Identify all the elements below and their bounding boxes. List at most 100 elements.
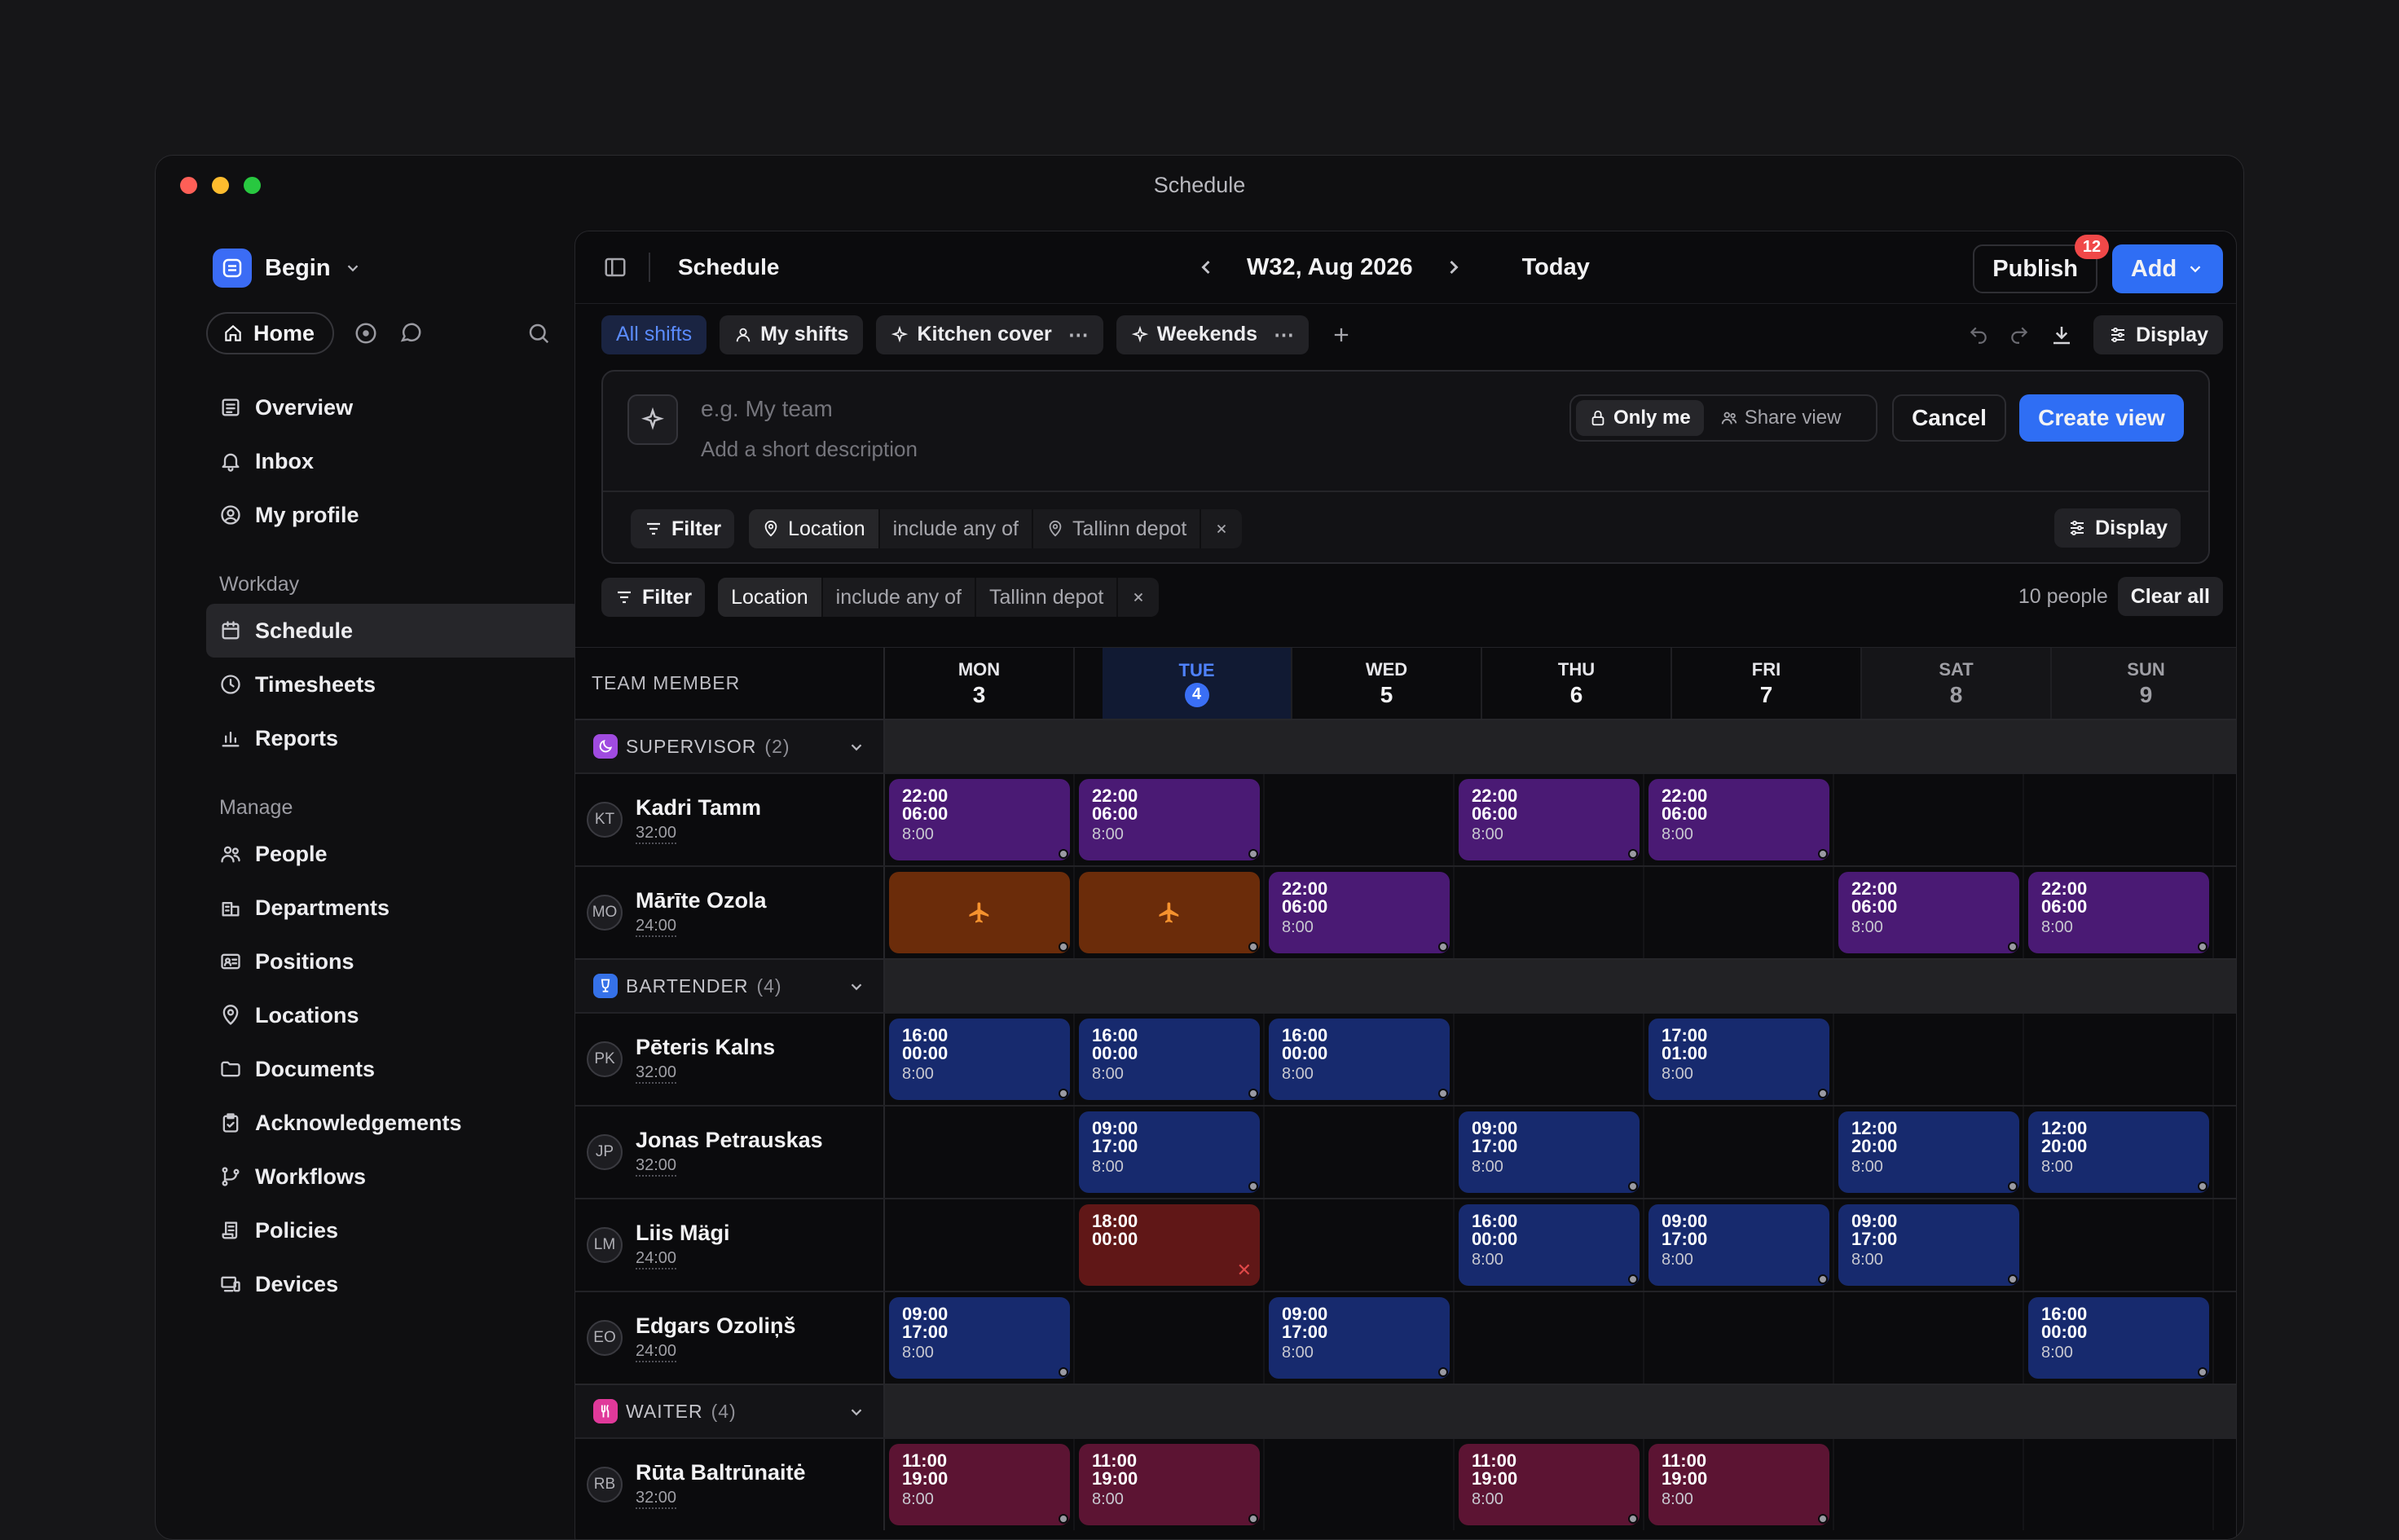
shift-block[interactable]: 22:00 06:00 8:00	[1459, 779, 1640, 860]
shift-cell[interactable]: 16:00 00:00 8:00	[1265, 1014, 1455, 1105]
shift-block[interactable]: 09:00 17:00 8:00	[1079, 1111, 1260, 1193]
shift-cell[interactable]: 22:00 06:00 8:00	[1075, 774, 1265, 865]
undo-icon[interactable]	[1968, 324, 1989, 345]
shift-cell[interactable]	[1265, 1439, 1455, 1530]
active-filter-field[interactable]: Location	[718, 578, 823, 617]
sidebar-item-policies[interactable]: Policies	[206, 1203, 581, 1257]
resize-handle[interactable]	[1438, 1367, 1448, 1377]
sidebar-item-locations[interactable]: Locations	[206, 988, 581, 1042]
active-filter-operator[interactable]: include any of	[823, 578, 976, 617]
shift-cell[interactable]: 16:00 00:00 8:00	[2024, 1292, 2214, 1384]
shift-cell[interactable]	[1075, 867, 1265, 958]
view-display-button[interactable]: Display	[2054, 508, 2181, 548]
week-label[interactable]: W32, Aug 2026	[1247, 253, 1413, 280]
resize-handle[interactable]	[1248, 849, 1258, 859]
filter-field[interactable]: Location	[749, 509, 880, 548]
shift-block[interactable]: 16:00 00:00 8:00	[1269, 1019, 1450, 1100]
view-filter-button[interactable]: Filter	[631, 509, 735, 548]
resize-handle[interactable]	[1438, 1089, 1448, 1098]
filter-value[interactable]: Tallinn depot	[1033, 509, 1202, 548]
resize-handle[interactable]	[1059, 849, 1068, 859]
shift-cell[interactable]: 22:00 06:00 8:00	[1265, 867, 1455, 958]
add-view-button[interactable]	[1325, 319, 1358, 351]
shift-cell[interactable]	[885, 1199, 1075, 1291]
sidebar-item-timesheets[interactable]: Timesheets	[206, 658, 581, 711]
shift-block[interactable]: 12:00 20:00 8:00	[1838, 1111, 2019, 1193]
resize-handle[interactable]	[2008, 942, 2018, 952]
resize-handle[interactable]	[1628, 1181, 1638, 1191]
shift-cell[interactable]: 16:00 00:00 8:00	[885, 1014, 1075, 1105]
shift-cell[interactable]: 16:00 00:00 8:00	[1455, 1199, 1644, 1291]
shift-block[interactable]: 22:00 06:00 8:00	[1079, 779, 1260, 860]
shift-cell[interactable]	[1834, 774, 2024, 865]
time-off-block[interactable]	[1079, 872, 1260, 953]
shift-cell[interactable]: 09:00 17:00 8:00	[1834, 1199, 2024, 1291]
team-member-cell[interactable]: PK Pēteris Kalns 32:00	[575, 1014, 885, 1105]
shift-block[interactable]: 09:00 17:00 8:00	[889, 1297, 1070, 1379]
previous-week-icon[interactable]	[1195, 256, 1217, 279]
team-member-cell[interactable]: JP Jonas Petrauskas 32:00	[575, 1107, 885, 1198]
home-button[interactable]: Home	[206, 312, 335, 354]
filter-operator[interactable]: include any of	[880, 509, 1033, 548]
sidebar-item-people[interactable]: People	[206, 827, 581, 881]
sidebar-item-reports[interactable]: Reports	[206, 711, 581, 765]
shift-block[interactable]: 16:00 00:00 8:00	[1459, 1204, 1640, 1286]
shift-cell[interactable]	[1834, 1292, 2024, 1384]
shift-block[interactable]: 11:00 19:00 8:00	[1459, 1444, 1640, 1525]
shift-block[interactable]: 22:00 06:00 8:00	[1648, 779, 1829, 860]
resize-handle[interactable]	[1248, 1089, 1258, 1098]
resize-handle[interactable]	[1248, 1181, 1258, 1191]
resize-handle[interactable]	[1818, 1514, 1828, 1524]
shift-cell[interactable]	[1644, 1292, 1834, 1384]
shift-cell[interactable]: 17:00 01:00 8:00	[1644, 1014, 1834, 1105]
activity-button[interactable]	[352, 317, 379, 350]
team-member-cell[interactable]: EO Edgars Ozoliņš 24:00	[575, 1292, 885, 1384]
add-button[interactable]: Add	[2112, 244, 2223, 293]
shift-block[interactable]: 09:00 17:00 8:00	[1648, 1204, 1829, 1286]
view-name-input[interactable]: e.g. My team	[701, 396, 833, 421]
resize-handle[interactable]	[2008, 1181, 2018, 1191]
download-icon[interactable]	[2049, 323, 2074, 347]
search-button[interactable]	[525, 317, 552, 350]
view-icon-picker[interactable]	[627, 394, 678, 445]
resize-handle[interactable]	[1628, 1514, 1638, 1524]
shift-cell[interactable]	[2024, 1439, 2214, 1530]
resize-handle[interactable]	[1248, 942, 1258, 952]
shift-block[interactable]: 17:00 01:00 8:00	[1648, 1019, 1829, 1100]
shift-cell[interactable]	[1265, 1107, 1455, 1198]
shift-cell[interactable]: 22:00 06:00 8:00	[2024, 867, 2214, 958]
shift-cell[interactable]	[1455, 1014, 1644, 1105]
sidebar-item-schedule[interactable]: Schedule	[206, 604, 581, 658]
shift-cell[interactable]: 16:00 00:00 8:00	[1075, 1014, 1265, 1105]
group-row-supervisor[interactable]: SUPERVISOR (2)	[575, 719, 2236, 772]
resize-handle[interactable]	[1628, 1274, 1638, 1284]
tab-my-shifts[interactable]: My shifts	[720, 315, 864, 354]
resize-handle[interactable]	[2198, 1367, 2208, 1377]
team-member-cell[interactable]: LM Liis Mägi 24:00	[575, 1199, 885, 1291]
shift-cell[interactable]	[885, 867, 1075, 958]
resize-handle[interactable]	[1059, 1514, 1068, 1524]
sidebar-item-workflows[interactable]: Workflows	[206, 1150, 581, 1203]
sidebar-item-departments[interactable]: Departments	[206, 881, 581, 935]
shift-cell[interactable]: 11:00 19:00 8:00	[1455, 1439, 1644, 1530]
chevron-down-icon[interactable]	[847, 738, 865, 756]
shift-cell[interactable]: 09:00 17:00 8:00	[1075, 1107, 1265, 1198]
resize-handle[interactable]	[1059, 1089, 1068, 1098]
minimize-window-button[interactable]	[212, 177, 229, 194]
shift-block[interactable]: 11:00 19:00 8:00	[889, 1444, 1070, 1525]
resize-handle[interactable]	[2198, 942, 2208, 952]
resize-handle[interactable]	[1059, 942, 1068, 952]
shift-cell[interactable]: 22:00 06:00 8:00	[1834, 867, 2024, 958]
shift-cell[interactable]	[1455, 867, 1644, 958]
chevron-down-icon[interactable]	[847, 978, 865, 996]
cancel-button[interactable]: Cancel	[1892, 394, 2006, 442]
more-options-icon[interactable]: ⋯	[1274, 323, 1295, 346]
shift-cell[interactable]: 11:00 19:00 8:00	[1075, 1439, 1265, 1530]
filter-button[interactable]: Filter	[601, 578, 706, 617]
shift-cell[interactable]: 09:00 17:00 8:00	[1265, 1292, 1455, 1384]
share-view-option[interactable]: Share view	[1707, 400, 1855, 436]
resize-handle[interactable]	[1818, 849, 1828, 859]
shift-block[interactable]: 11:00 19:00 8:00	[1648, 1444, 1829, 1525]
tab-weekends[interactable]: Weekends ⋯	[1116, 315, 1310, 354]
shift-block[interactable]: 16:00 00:00 8:00	[889, 1019, 1070, 1100]
